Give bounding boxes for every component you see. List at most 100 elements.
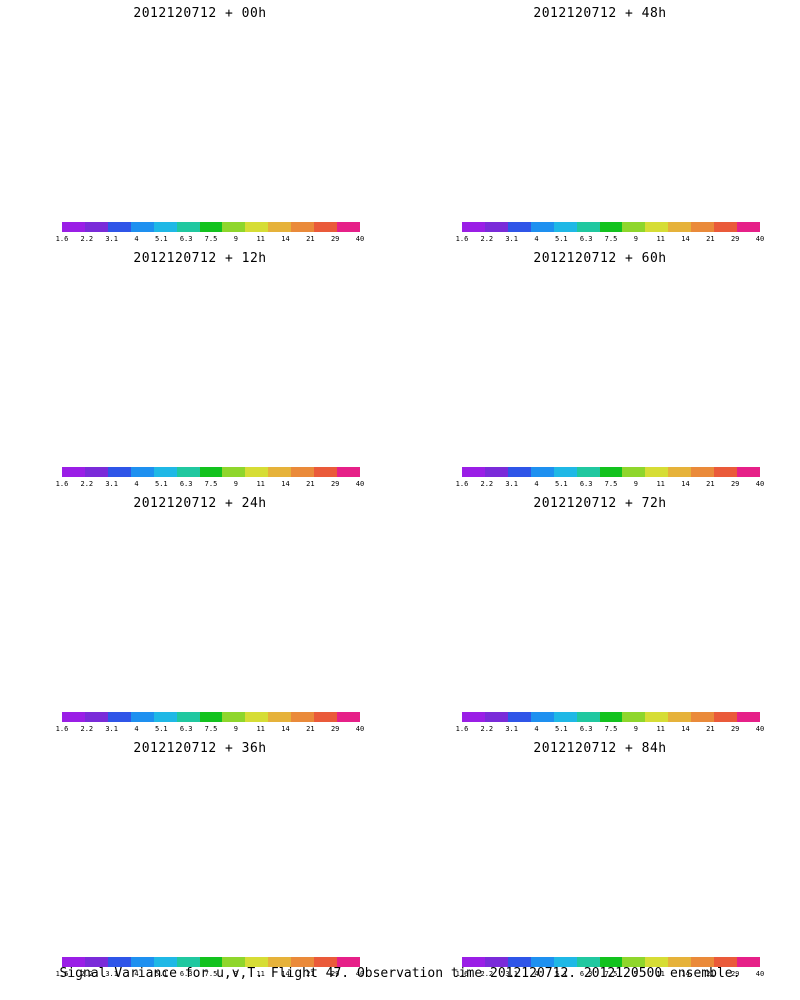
colorbar-swatch [484,222,508,232]
variance-contour [216,570,294,606]
field-background [10,273,390,458]
colorbar-swatch [314,222,338,232]
colorbar-swatch [484,712,508,722]
colorbar-tick-label: 2.2 [480,970,494,978]
colorbar-tick-label: 21 [706,235,715,243]
colorbar-swatch [530,467,554,477]
map-panel [410,518,790,703]
colorbar-tick-label: 40 [355,725,365,733]
field-background [10,763,390,948]
colorbar-tick-label: 7.5 [604,235,618,243]
colorbar-tick-label: 2.2 [480,725,494,733]
variance-contour [185,356,218,374]
colorbar-tick-label: 4 [134,725,139,733]
colorbar-swatch [314,957,338,967]
colorbar-swatch [714,957,738,967]
colorbar-tick-label: 11 [656,235,665,243]
colorbar-tick-label: 5.1 [555,480,568,488]
colorbar-tick-label: 40 [355,970,365,978]
variance-contour [154,835,241,880]
variance-contour [126,339,253,403]
colorbar-tick-label: 6.3 [179,970,193,978]
colorbar-tick-label: 40 [755,970,765,978]
colorbar-swatch [107,222,131,232]
colorbar-swatch [645,712,669,722]
colorbar-swatch [553,222,577,232]
variance-contour [179,843,224,867]
coastline [420,318,505,338]
panel-title: 2012120712 + 48h [533,6,667,21]
colorbar-tick-label: 29 [730,480,740,488]
colorbar-swatch [84,467,108,477]
colorbar-tick-label: 21 [306,970,315,978]
colorbar-swatch [714,467,738,477]
field-background [410,28,790,213]
colorbar-tick-label: 7.5 [204,970,218,978]
panel-title: 2012120712 + 12h [133,251,267,266]
white-gap [722,56,758,80]
colorbar-swatch [484,957,508,967]
variance-contour [443,302,728,445]
map-panel [410,273,790,458]
white-gap [694,883,726,903]
colorbar-swatch [622,957,646,967]
colorbar-tick-label: 21 [306,480,315,488]
variance-contour [586,801,724,865]
colorbar-swatch [668,712,692,722]
variance-contour [138,585,249,642]
colorbar [62,957,360,967]
figure-caption: Signal Variance for u,v,T. Flight 47. Ob… [59,966,741,981]
colorbar-swatch [199,712,223,722]
colorbar-swatch [107,957,131,967]
colorbar-swatch [199,957,223,967]
colorbar-swatch [622,712,646,722]
colorbar-swatch [268,712,292,722]
colorbar-tick-label: 2.2 [80,970,94,978]
colorbar-tick-label: 29 [330,235,340,243]
variance-contour [576,106,627,133]
colorbar-tick-label: 7.5 [204,235,218,243]
variance-contour [73,807,298,920]
colorbar-swatch [130,712,154,722]
variance-contour [165,351,229,384]
colorbar-swatch [599,957,623,967]
colorbar-swatch [291,467,315,477]
coastline [120,328,340,433]
colorbar-swatch [245,712,269,722]
colorbar-swatch [199,467,223,477]
colorbar-swatch [462,222,485,232]
white-gap [722,301,758,325]
colorbar-swatch [130,222,154,232]
colorbar-tick-label: 7.5 [204,725,218,733]
colorbar-tick-label: 14 [281,235,290,243]
variance-contour [598,316,712,369]
variance-contour [103,818,276,905]
colorbar-tick-label: 9 [233,970,238,978]
map-panel [410,763,790,948]
white-gap [322,301,358,325]
colorbar-tick-label: 9 [633,725,638,733]
colorbar-swatch [530,712,554,722]
white-gap [322,791,358,815]
colorbar-tick-label: 40 [755,235,765,243]
variance-contour [103,332,268,415]
colorbar-swatch [668,957,692,967]
variance-contour [114,578,264,653]
colorbar-tick-label: 7.5 [604,970,618,978]
colorbar-labels: 1.6 2.2 3.1 4 5.1 6.3 7.5 9 11 14 21 29 40 [56,235,365,245]
colorbar-swatch [737,712,760,722]
colorbar-swatch [599,712,623,722]
variance-contour [458,64,713,192]
colorbar-swatch [576,467,600,477]
colorbar-swatch [622,467,646,477]
coastline [20,808,105,828]
colorbar-tick-label: 1.6 [55,970,69,978]
white-gap [322,56,358,80]
panel-title: 2012120712 + 24h [133,496,267,511]
variance-contour [604,74,706,122]
variance-contour [118,94,253,162]
colorbar-swatch [291,957,315,967]
colorbar-tick-label: 6.3 [579,970,593,978]
colorbar [62,712,360,722]
